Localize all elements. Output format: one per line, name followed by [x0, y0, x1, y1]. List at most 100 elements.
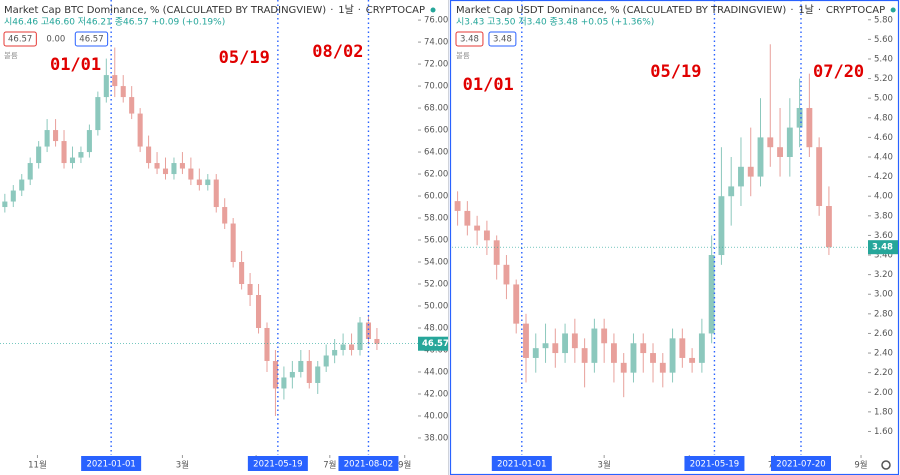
candle-body	[513, 284, 520, 324]
candle-body	[474, 225, 481, 231]
candle-body	[272, 360, 278, 389]
candle-body	[146, 146, 152, 164]
y-tick-label: 3.60	[874, 231, 893, 241]
live-dot	[430, 7, 436, 13]
candle-body	[86, 130, 92, 153]
live-dot	[890, 7, 896, 13]
candle-body	[806, 107, 813, 148]
chart-panel: 1.60 1.80 2.00 2.20 2.40 2.60 2.80 3.00 3.20 3.40…	[452, 0, 898, 471]
candle-body	[281, 377, 287, 389]
candle-body	[120, 86, 126, 98]
x-tick-label: 9월	[398, 460, 411, 471]
candle-body	[95, 97, 101, 131]
y-tick-label: 40.00	[424, 411, 448, 421]
input-value: 46.57	[79, 35, 103, 45]
candle-body	[796, 107, 803, 128]
input-value: 3.48	[460, 35, 479, 45]
y-tick-label: 58.00	[424, 214, 448, 224]
candle-body	[825, 206, 832, 248]
source: CRYPTOCAP	[366, 5, 425, 16]
candle-body	[205, 179, 211, 186]
candle-body	[571, 333, 578, 349]
candle-body	[222, 207, 228, 224]
y-tick-label: 60.00	[424, 192, 448, 202]
input-box	[488, 31, 517, 47]
ohlc-legend: 시3.43 고3.50 저3.40 종3.48 +0.05 (+1.36%)	[456, 17, 654, 28]
separator: ·	[330, 5, 333, 16]
y-tick-label: 3.80	[874, 211, 893, 221]
candle-body	[747, 166, 754, 177]
input-box	[74, 31, 109, 47]
candle-body	[464, 210, 471, 226]
marker-date-label: 2021-05-19	[253, 460, 302, 470]
y-tick-label: 74.00	[424, 38, 448, 48]
y-tick-label: 2.80	[874, 309, 893, 319]
candle-body	[53, 130, 59, 142]
input-value: 3.48	[493, 35, 512, 45]
settings-icon[interactable]	[881, 460, 891, 470]
marker-date-label: 2021-07-20	[776, 460, 825, 470]
separator: ·	[790, 5, 793, 16]
input-box	[455, 31, 484, 47]
candle-body	[581, 348, 588, 363]
candle-body	[255, 295, 262, 328]
y-tick-label: 42.00	[424, 389, 448, 399]
candle-body	[728, 186, 735, 197]
volume-label: 볼륨	[456, 51, 470, 60]
candle-body	[757, 137, 764, 177]
candle-body	[708, 255, 715, 334]
last-price-box	[418, 336, 448, 351]
candle-body	[679, 338, 686, 358]
y-tick-label: 1.60	[874, 427, 893, 437]
interval: 1날	[798, 4, 814, 16]
candle-body	[323, 355, 329, 367]
candle-body	[777, 147, 783, 157]
chart-title: Market Cap BTC Dominance, % (CALCULATED …	[4, 5, 326, 16]
candle-body	[552, 343, 559, 354]
y-tick-label: 5.60	[874, 35, 893, 45]
candle-body	[69, 157, 76, 164]
x-tick-label: 7월	[323, 460, 336, 471]
candle-body	[179, 163, 185, 169]
y-tick-label: 3.00	[874, 290, 893, 300]
y-tick-label: 72.00	[424, 60, 448, 70]
candle-body	[786, 127, 793, 157]
candle-body	[315, 366, 321, 383]
y-tick-label: 68.00	[424, 104, 448, 114]
candle-body	[698, 333, 705, 363]
gear[interactable]	[881, 460, 891, 470]
candle-body	[239, 262, 245, 285]
candle-body	[162, 168, 169, 175]
x-tick-label: 3월	[176, 460, 189, 471]
marker-date-box	[770, 456, 831, 471]
y-tick-label: 4.80	[874, 113, 893, 123]
input-value: 46.57	[8, 35, 32, 45]
candle-body	[298, 360, 304, 372]
candle-body	[523, 323, 529, 358]
y-tick-label: 2.40	[874, 349, 893, 359]
marker-annotation: 01/01	[463, 75, 514, 95]
y-tick-label: 5.20	[874, 74, 893, 84]
candle-body	[669, 338, 676, 373]
y-tick-label: 76.00	[424, 16, 448, 26]
candle-body	[630, 343, 637, 373]
candle-body	[374, 338, 380, 344]
volume-label: 볼륨	[4, 51, 18, 60]
y-tick-label: 56.00	[424, 236, 448, 246]
candle-body	[27, 163, 33, 180]
y-tick-label: 4.40	[874, 153, 893, 163]
marker-date-box	[81, 456, 142, 471]
y-tick-label: 5.40	[874, 54, 893, 64]
y-tick-label: 4.00	[874, 192, 893, 202]
candle-body	[542, 343, 549, 349]
candle-body	[103, 75, 109, 98]
y-tick-label: 2.00	[874, 388, 893, 398]
candle-body	[349, 344, 355, 350]
x-tick-label: 3월	[598, 460, 611, 471]
y-tick-label: 1.80	[874, 407, 893, 417]
candle-body	[188, 168, 194, 180]
candle-body	[503, 264, 510, 285]
candle-body	[357, 322, 363, 350]
candle-body	[620, 362, 627, 373]
